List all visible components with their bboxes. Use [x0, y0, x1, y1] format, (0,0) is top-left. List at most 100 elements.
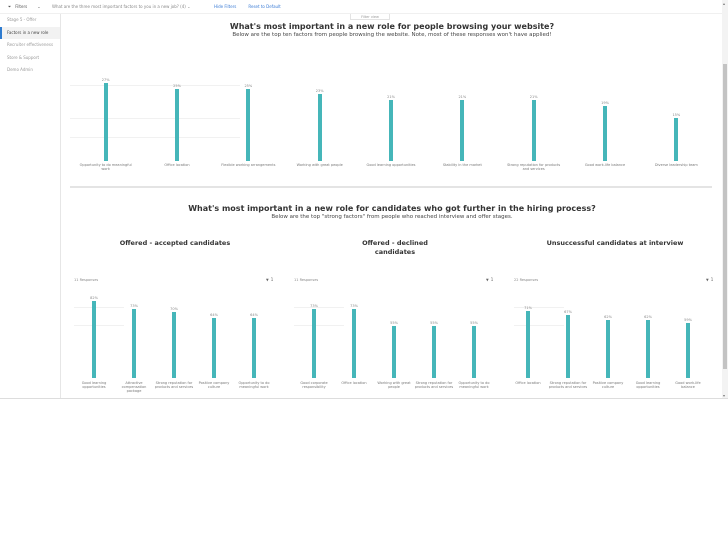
filters-label: Filters [15, 4, 28, 9]
hide-filters-link[interactable]: Hide Filters [214, 4, 237, 9]
bar-column[interactable]: 21% [381, 95, 401, 161]
gridline [294, 307, 344, 308]
bar-column[interactable]: 21% [452, 95, 472, 161]
gridline [74, 325, 124, 326]
bar[interactable] [603, 105, 607, 161]
bar-column[interactable]: 67% [558, 310, 578, 378]
x-axis-label: Opportunity to do meaningful work [238, 381, 270, 389]
subchart-title-line: Unsuccessful candidates at interview [546, 239, 684, 247]
scroll-down-icon[interactable]: ▾ [723, 393, 726, 398]
x-axis-label: Working with great people [296, 163, 343, 167]
bar-column[interactable]: 27% [96, 78, 116, 161]
bar[interactable] [646, 319, 650, 378]
question-select[interactable]: What are the three most important factor… [52, 4, 202, 9]
filter-count: 1 [270, 277, 274, 282]
subchart-bars: 73% Good corporate responsibility 73% Offic… [294, 288, 494, 389]
x-axis-label: Office location [515, 381, 541, 385]
filter-indicator[interactable]: ▼ 1 [266, 277, 273, 282]
x-axis-label: Office location [341, 381, 367, 385]
responses-count: 11 Responses [294, 278, 319, 282]
bar[interactable] [212, 317, 216, 378]
bar-column[interactable]: 70% [164, 307, 184, 378]
bar[interactable] [606, 319, 610, 378]
bar-column[interactable]: 25% [238, 84, 258, 161]
bar-column[interactable]: 55% [384, 321, 404, 378]
bar-column[interactable]: 73% [304, 304, 324, 378]
bar[interactable] [526, 311, 530, 378]
gridline [70, 118, 240, 120]
bar[interactable] [172, 312, 176, 378]
bar[interactable] [132, 309, 136, 378]
bar-column[interactable]: 62% [638, 315, 658, 378]
bar-value-label: 71% [524, 306, 532, 311]
bar[interactable] [252, 317, 256, 378]
x-axis-label: Office location [164, 163, 190, 167]
scroll-up-icon[interactable]: ▴ [723, 1, 726, 6]
question-select-value: What are the three most important factor… [52, 4, 186, 9]
subchart-title: Offered - declined candidates [290, 239, 500, 257]
gridline [294, 325, 344, 326]
bar-column[interactable]: 73% [124, 304, 144, 378]
vertical-scrollbar[interactable]: ▴ ▾ [722, 0, 728, 398]
bar-value-label: 55% [390, 321, 398, 326]
bar-column[interactable]: 23% [310, 89, 330, 161]
bar[interactable] [531, 100, 536, 161]
bar[interactable] [686, 322, 690, 378]
bar-column[interactable]: 21% [524, 95, 544, 161]
subchart-bars: 71% Office location 67% Strong reputation f… [514, 288, 714, 389]
sidebar-item[interactable]: Demo Admin [7, 67, 33, 72]
bar-column[interactable]: 62% [598, 315, 618, 378]
bar[interactable] [103, 82, 108, 161]
filter-indicator[interactable]: ▼ 1 [706, 277, 713, 282]
bar-column[interactable]: 25% [167, 84, 187, 161]
bar[interactable] [389, 100, 393, 161]
bar[interactable] [175, 88, 179, 161]
bar-value-label: 82% [90, 295, 98, 300]
bar[interactable] [352, 309, 356, 378]
x-axis-label: Diverse leadership team [654, 163, 698, 167]
bar-column[interactable]: 55% [424, 321, 444, 378]
bar-value-label: 70% [170, 307, 178, 312]
sidebar-item[interactable]: Recruiter effectiveness [7, 42, 54, 47]
bar[interactable] [317, 94, 322, 161]
bar-value-label: 64% [210, 312, 218, 317]
filter-view-tab[interactable]: Filter view [350, 14, 390, 20]
sidebar-item[interactable]: Stage 5 - Offer [7, 17, 37, 22]
filters-toggle[interactable]: ⏷ Filters ⌄ [0, 4, 52, 9]
gridline [514, 307, 564, 308]
bar[interactable] [246, 88, 251, 161]
reset-default-link[interactable]: Reset to Default [248, 4, 281, 9]
bar-column[interactable]: 19% [595, 101, 615, 161]
bar-value-label: 15% [672, 112, 681, 117]
bar[interactable] [312, 309, 316, 378]
bar[interactable] [472, 326, 476, 378]
bar-column[interactable]: 55% [464, 321, 484, 378]
bar-column[interactable]: 64% [204, 313, 224, 378]
scrollbar-thumb[interactable] [723, 64, 727, 369]
bar[interactable] [92, 300, 96, 378]
bar[interactable] [392, 326, 396, 378]
x-axis-label: Working with great people [377, 381, 411, 389]
bar-value-label: 59% [684, 317, 692, 322]
filter-indicator[interactable]: ▼ 1 [486, 277, 493, 282]
bar[interactable] [674, 117, 679, 161]
bar-column[interactable]: 59% [678, 318, 698, 378]
bar-value-label: 67% [564, 310, 572, 315]
bar-column[interactable]: 15% [666, 112, 686, 161]
subchart-title: Offered - accepted candidates [70, 239, 280, 248]
section-divider [70, 186, 712, 188]
bar-column[interactable]: 64% [244, 313, 264, 378]
bar[interactable] [566, 315, 570, 378]
x-axis-label: Positive company culture [198, 381, 230, 389]
sidebar-item[interactable]: Factors in a new role [0, 26, 60, 39]
bar-column[interactable]: 73% [344, 304, 364, 378]
bar[interactable] [460, 100, 465, 161]
bar[interactable] [432, 326, 436, 378]
bar-column[interactable]: 71% [518, 306, 538, 378]
top-bar-chart: 27% Opportunity to do meaningful work 25% O… [70, 66, 712, 171]
x-axis-label: Strong reputation for products and servi… [414, 381, 454, 389]
x-axis-label: Strong reputation for products and servi… [507, 163, 561, 171]
bar-value-label: 55% [470, 321, 478, 326]
bar-column[interactable]: 82% [84, 296, 104, 378]
sidebar-item[interactable]: Store & Support [7, 54, 40, 60]
